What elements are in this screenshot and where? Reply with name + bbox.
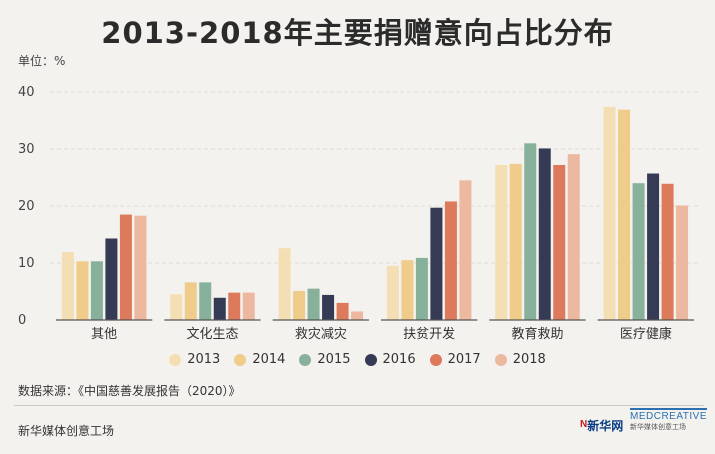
chart-title: 2013-2018年主要捐赠意向占比分布 <box>101 16 614 50</box>
bar-2014 <box>184 282 197 320</box>
bar-2014 <box>401 260 414 320</box>
bar-2016 <box>213 297 226 320</box>
medcreative-logo: MEDCREATIVE 新华媒体创意工场 <box>630 408 707 446</box>
bar-2018 <box>134 215 147 320</box>
bar-2015 <box>632 183 645 320</box>
bar-2017 <box>661 183 674 320</box>
bar-2017 <box>228 292 241 320</box>
legend-label: 2013 <box>187 352 221 367</box>
y-tick-label: 20 <box>18 199 35 214</box>
bar-2018 <box>351 311 364 320</box>
bar-2014 <box>618 109 631 320</box>
bar-2016 <box>647 173 660 320</box>
legend-swatch <box>234 353 247 366</box>
legend-label: 2015 <box>317 352 351 367</box>
bar-2015 <box>415 257 428 320</box>
divider <box>14 405 704 406</box>
bar-2014 <box>293 290 306 320</box>
x-tick-label: 医疗健康 <box>620 326 672 342</box>
legend-swatch <box>169 353 182 366</box>
bar-2013 <box>278 248 291 320</box>
bar-2015 <box>199 282 212 320</box>
bar-2018 <box>242 292 255 320</box>
bar-2018 <box>567 154 580 320</box>
bar-2015 <box>524 143 537 320</box>
bar-2013 <box>495 164 508 320</box>
legend-swatch <box>364 353 377 366</box>
bar-2017 <box>336 302 349 320</box>
y-tick-label: 30 <box>18 142 35 157</box>
legend-item: 2018 <box>494 352 546 367</box>
legend-item: 2016 <box>364 352 416 367</box>
bar-2015 <box>90 261 103 320</box>
legend-swatch <box>494 353 507 366</box>
legend-item: 2013 <box>169 352 220 367</box>
legend-item: 2017 <box>429 352 481 367</box>
bar-2017 <box>553 164 566 320</box>
legend-label: 2014 <box>252 352 286 367</box>
legend-item: 2014 <box>234 352 285 367</box>
legend-label: 2016 <box>382 352 416 367</box>
bar-2017 <box>119 214 132 320</box>
legend-swatch <box>429 353 442 366</box>
bar-2015 <box>307 288 320 320</box>
bar-2014 <box>509 163 522 320</box>
bar-2013 <box>603 106 616 320</box>
x-tick-label: 其他 <box>91 327 117 342</box>
bar-2017 <box>444 201 457 320</box>
legend-swatch <box>299 353 312 366</box>
x-tick-label: 教育救助 <box>511 326 563 342</box>
bar-2013 <box>170 294 183 320</box>
bar-2016 <box>105 238 118 320</box>
footer-credit: 新华媒体创意工场 <box>18 424 115 438</box>
medcreative-logo-sub: 新华媒体创意工场 <box>630 423 686 431</box>
xinhuanet-logo-text: N新华网 <box>580 418 624 433</box>
xinhuanet-logo: N新华网 <box>580 408 623 446</box>
bar-2016 <box>322 294 335 320</box>
x-tick-label: 文化生态 <box>186 327 238 342</box>
legend: 2013 2014 2015 2016 2017 2018 <box>0 352 715 367</box>
legend-label: 2017 <box>447 352 481 367</box>
legend-label: 2018 <box>512 352 546 367</box>
bar-2018 <box>676 205 689 320</box>
y-tick-label: 10 <box>18 256 35 271</box>
bar-2014 <box>76 261 89 320</box>
bar-2018 <box>459 180 472 320</box>
x-tick-label: 扶贫开发 <box>403 326 455 342</box>
bar-chart: 0 10 20 30 40 其他 文化生态 救灾减灾 扶贫开发 教育救助 医疗健康 <box>18 85 700 342</box>
bar-2016 <box>430 207 443 320</box>
medcreative-logo-name: MEDCREATIVE <box>630 408 707 422</box>
y-tick-label: 40 <box>18 85 35 100</box>
bar-2013 <box>386 265 399 320</box>
unit-label: 单位：% <box>18 54 66 68</box>
y-tick-label: 0 <box>18 313 26 328</box>
x-tick-label: 救灾减灾 <box>295 326 347 342</box>
bar-2016 <box>538 148 551 320</box>
source-note: 数据来源：《中国慈善发展报告（2020）》 <box>18 384 241 398</box>
bar-2013 <box>61 252 74 320</box>
legend-item: 2015 <box>299 352 351 367</box>
